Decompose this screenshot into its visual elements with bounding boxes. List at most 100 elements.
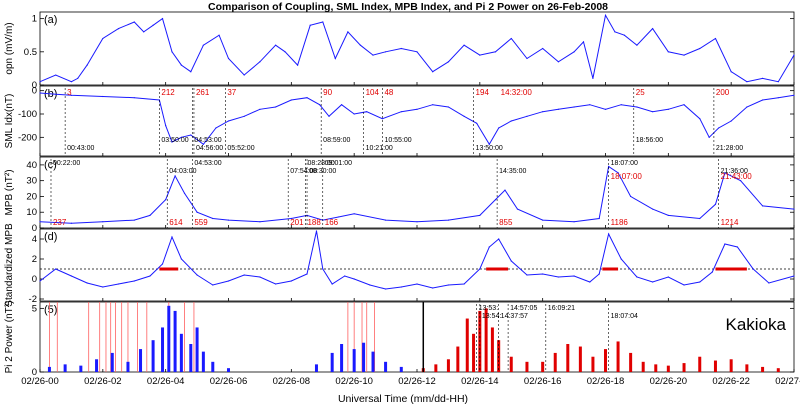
data-point xyxy=(180,258,182,260)
data-point xyxy=(598,217,600,220)
data-point xyxy=(215,127,217,129)
data-point xyxy=(432,287,434,289)
data-point xyxy=(620,258,622,260)
event-value-label: 200 xyxy=(716,88,730,97)
data-point xyxy=(557,276,559,278)
data-point xyxy=(526,57,528,60)
data-point xyxy=(777,97,779,99)
event-time-label: 18:07:00 xyxy=(611,160,638,167)
data-point xyxy=(39,81,41,83)
data-point xyxy=(353,213,355,215)
data-point xyxy=(149,214,151,216)
data-point xyxy=(573,106,575,108)
data-point xyxy=(322,21,324,23)
data-point xyxy=(384,288,387,290)
event-time-label: 00:22:00 xyxy=(53,160,80,167)
data-point xyxy=(359,44,362,46)
event-time-label: 14:57:05 xyxy=(510,305,537,312)
data-point xyxy=(699,118,701,120)
panel-5: 0 5 Pi 2 Power (nT²) (5) Kakioka 13:53:13:54:… xyxy=(4,301,795,378)
data-point xyxy=(730,120,732,122)
data-point xyxy=(171,236,173,238)
y-tick-label: 10 xyxy=(26,207,37,218)
data-point xyxy=(652,111,654,113)
event-value-label: 559 xyxy=(194,218,208,227)
event-time-label: 21:36:00 xyxy=(721,168,748,175)
station-label: Kakioka xyxy=(726,315,787,334)
panel-3: 0 10 20 30 40 MPB (nT²) (c)00:22:00 04:03:0004:… xyxy=(4,159,795,234)
y-tick-label: 20 xyxy=(26,191,37,202)
data-point xyxy=(761,99,764,101)
panel-1: 0 0.5 1 opn (mV/m) (a) xyxy=(4,14,795,91)
data-point xyxy=(384,219,387,221)
y-axis-label: Standardized MPB xyxy=(4,223,15,307)
x-tick-label: 02/26-14 xyxy=(461,376,499,387)
data-point xyxy=(683,54,685,56)
event-time-label: 00:43:00 xyxy=(67,145,94,152)
data-point xyxy=(714,203,717,205)
y-axis-label: MPB (nT²) xyxy=(4,169,15,215)
data-point xyxy=(699,47,701,50)
data-point xyxy=(614,31,616,33)
data-point xyxy=(636,276,638,278)
x-tick-label: 02/27-00 xyxy=(775,376,800,387)
panel-frame xyxy=(39,85,795,157)
event-time-label: 09:01:00 xyxy=(325,160,352,167)
y-tick-label: 2 xyxy=(32,254,37,265)
x-axis-label: Universal Time (mm/dd-HH) xyxy=(338,393,468,405)
series-line xyxy=(39,92,795,146)
y-tick-label: -100 xyxy=(18,109,37,120)
data-point xyxy=(227,120,230,122)
power-bar xyxy=(110,352,114,372)
data-point xyxy=(174,175,176,177)
data-point xyxy=(322,268,324,270)
data-point xyxy=(102,95,104,98)
power-bar xyxy=(456,346,460,372)
data-point xyxy=(793,94,795,96)
data-point xyxy=(55,74,57,76)
data-point xyxy=(259,61,261,63)
data-point xyxy=(183,192,186,194)
power-bar xyxy=(484,308,488,372)
event-value-label: 48 xyxy=(384,88,393,97)
event-value-label: 166 xyxy=(325,218,339,227)
power-bar xyxy=(729,359,733,372)
event-value-label: 201 xyxy=(290,218,304,227)
panel-frame xyxy=(39,228,795,302)
data-point xyxy=(488,246,490,248)
y-tick-label: -200 xyxy=(18,132,37,143)
power-bar xyxy=(776,368,780,372)
data-point xyxy=(730,71,732,73)
data-point xyxy=(498,127,500,129)
data-point xyxy=(212,284,214,286)
power-bar xyxy=(629,352,633,372)
event-value-label: 21:43:00 xyxy=(721,172,753,181)
event-time-label: 04:03:00 xyxy=(169,168,196,175)
data-point xyxy=(630,195,632,198)
data-point xyxy=(416,51,418,53)
power-bar xyxy=(399,366,403,372)
y-tick-label: 0.5 xyxy=(24,47,37,58)
y-tick-label: 5 xyxy=(32,303,37,314)
data-point xyxy=(557,108,559,110)
data-point xyxy=(243,115,245,117)
data-point xyxy=(275,283,277,285)
data-point xyxy=(400,111,402,113)
figure-title: Comparison of Coupling, SML Index, MPB I… xyxy=(208,1,608,13)
power-bar xyxy=(63,364,67,372)
data-point xyxy=(667,51,669,53)
data-point xyxy=(636,106,638,108)
data-point xyxy=(180,136,182,138)
data-point xyxy=(432,71,434,73)
panel-4: -2 0 2 4 Standardized MPB (d) xyxy=(4,223,795,307)
power-bar xyxy=(195,327,199,372)
data-point xyxy=(70,94,73,96)
data-point xyxy=(683,104,685,106)
data-point xyxy=(259,221,261,223)
data-point xyxy=(290,217,292,220)
data-point xyxy=(652,281,654,283)
event-value-label: 25 xyxy=(636,88,645,97)
data-point xyxy=(55,268,57,270)
